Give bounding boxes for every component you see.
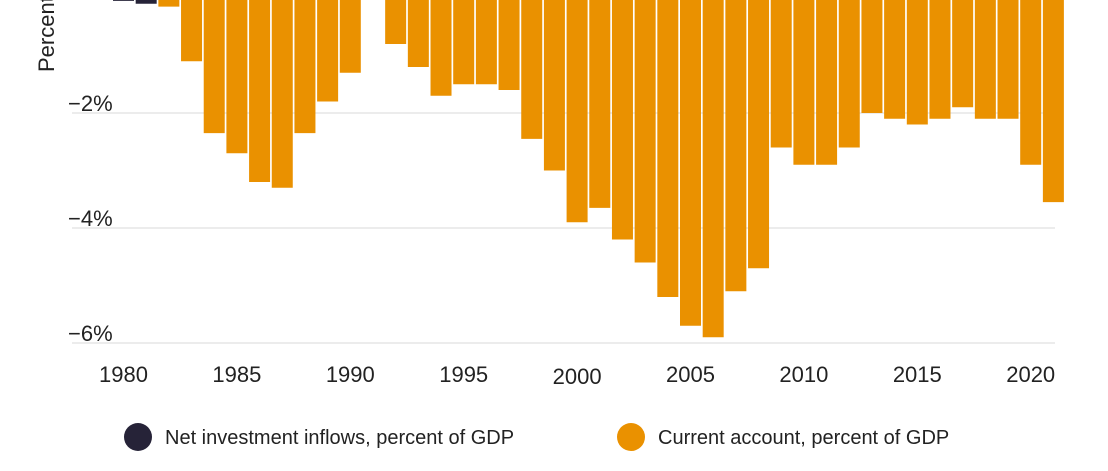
bar-current-account-2019 [997,0,1019,119]
bar-current-account-2004 [657,0,679,297]
bar-current-account-2009 [770,0,792,148]
bar-current-account-2011 [816,0,838,165]
x-tick-label: 2005 [666,362,715,387]
legend-swatch-current-account [617,423,645,451]
bar-current-account-2021 [1042,0,1064,203]
x-tick-label: 2020 [1006,362,1055,387]
bar-current-account-1983 [181,0,203,62]
y-tick-label: −2% [68,91,113,116]
x-tick-label: 2015 [893,362,942,387]
bar-current-account-2014 [884,0,906,119]
legend-label-current-account: Current account, percent of GDP [658,427,949,449]
bar-current-account-2010 [793,0,815,165]
x-tick-label: 1995 [439,362,488,387]
bar-current-account-1992 [385,0,407,44]
bar-current-account-2007 [725,0,747,292]
y-axis-label: Percent [34,0,59,72]
bar-current-account-1993 [407,0,429,67]
bar-current-account-2001 [589,0,611,208]
tick-labels: −2% −4% −6% 1980 1985 1990 1995 2000 2005 2010 201… [68,91,1055,389]
bar-current-account-2005 [680,0,701,326]
bar-current-account-1987 [271,0,293,188]
bar-current-account-1994 [430,0,452,96]
bar-current-account-1985 [226,0,248,154]
bar-current-account-2013 [861,0,883,113]
bar-current-account-2017 [952,0,974,108]
bar-net-investment-1980 [113,0,134,1]
bar-current-account-2003 [634,0,656,263]
legend: Net investment inflows, percent of GDP C… [124,423,949,451]
bar-current-account-1999 [543,0,565,171]
bar-current-account-2012 [838,0,860,148]
x-tick-label: 1985 [212,362,261,387]
bar-current-account-1996 [475,0,497,85]
axes: Percent [34,0,59,72]
bar-net-investment-1981 [135,0,157,4]
bars [113,0,1064,338]
bar-current-account-1998 [521,0,543,139]
bar-current-account-1997 [498,0,520,90]
bar-current-account-1984 [203,0,225,134]
bar-current-account-2015 [906,0,928,125]
legend-swatch-net-investment [124,423,152,451]
x-tick-label: 1980 [99,362,148,387]
bar-current-account-1982 [158,0,180,7]
bar-current-account-2020 [1020,0,1042,165]
bar-current-account-2018 [974,0,996,119]
bar-current-account-2002 [611,0,633,240]
y-tick-label: −4% [68,206,113,231]
legend-label-net-investment: Net investment inflows, percent of GDP [165,427,514,449]
bar-current-account-1995 [453,0,475,85]
bar-current-account-1986 [249,0,271,182]
bar-current-account-2016 [929,0,951,119]
y-tick-label: −6% [68,321,113,346]
x-tick-label: 1990 [326,362,375,387]
bar-current-account-1988 [294,0,316,134]
bar-current-account-2000 [566,0,588,223]
bar-current-account-1990 [339,0,361,73]
bar-current-account-2008 [748,0,770,269]
x-tick-label: 2000 [553,364,602,389]
bar-current-account-2006 [702,0,724,338]
x-tick-label: 2010 [779,362,828,387]
bar-current-account-1989 [317,0,339,102]
